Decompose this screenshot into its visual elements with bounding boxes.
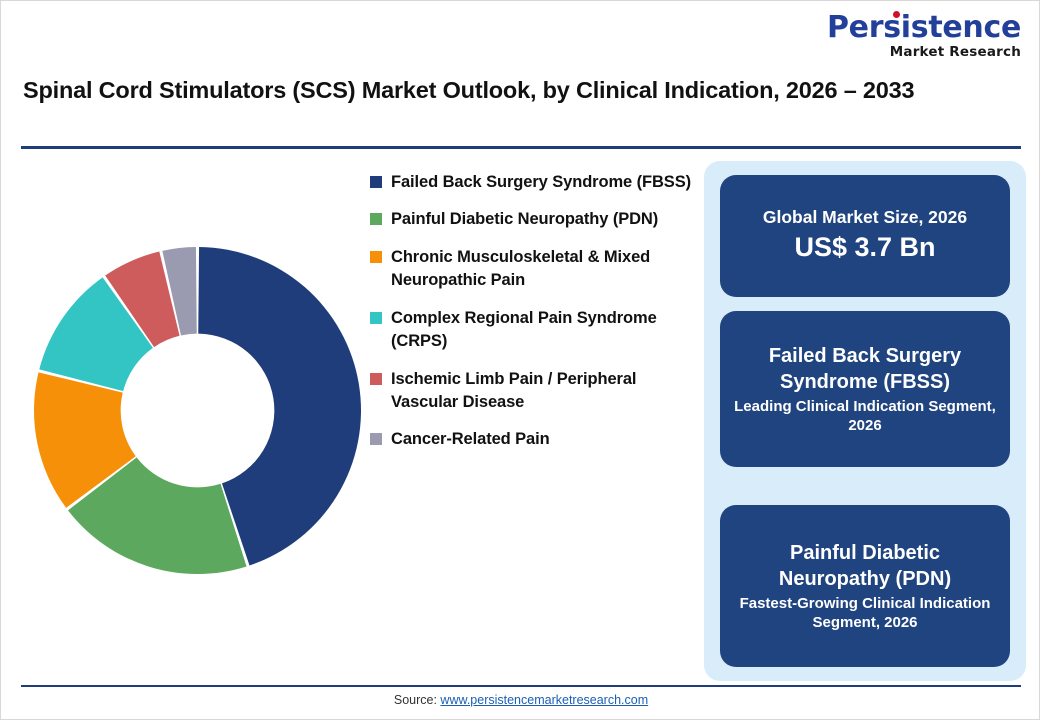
- legend-swatch-cancer: [370, 433, 382, 446]
- fastest-growing-card: Painful Diabetic Neuropathy (PDN) Fastes…: [720, 505, 1010, 667]
- legend-label-ischemic: Ischemic Limb Pain / Peripheral Vascular…: [391, 369, 637, 411]
- legend-item-fbss[interactable]: Failed Back Surgery Syndrome (FBSS): [370, 171, 695, 194]
- chart-legend: Failed Back Surgery Syndrome (FBSS) Pain…: [370, 171, 695, 466]
- legend-item-cancer[interactable]: Cancer-Related Pain: [370, 428, 695, 451]
- legend-item-crps[interactable]: Complex Regional Pain Syndrome (CRPS): [370, 307, 695, 354]
- brand-tagline: Market Research: [889, 44, 1021, 60]
- donut-slice[interactable]: [34, 372, 136, 508]
- highlights-panel: Global Market Size, 2026 US$ 3.7 Bn Fail…: [704, 161, 1026, 681]
- legend-label-fbss: Failed Back Surgery Syndrome (FBSS): [391, 173, 692, 191]
- leading-segment-caption: Leading Clinical Indication Segment, 202…: [734, 397, 996, 434]
- legend-label-crps: Complex Regional Pain Syndrome (CRPS): [391, 308, 657, 351]
- brand-logo: Persistence Market Research: [827, 10, 1021, 60]
- brand-name: Persistence: [827, 10, 1021, 45]
- legend-label-pdn: Painful Diabetic Neuropathy (PDN): [391, 210, 659, 229]
- market-size-value: US$ 3.7 Bn: [794, 232, 936, 263]
- market-size-caption: Global Market Size, 2026: [762, 207, 968, 228]
- legend-label-cancer: Cancer-Related Pain: [391, 430, 550, 449]
- donut-slice[interactable]: [68, 457, 247, 574]
- legend-label-chronic-msk: Chronic Musculoskeletal & Mixed Neuropat…: [391, 247, 651, 290]
- market-size-card: Global Market Size, 2026 US$ 3.7 Bn: [720, 175, 1010, 297]
- legend-swatch-pdn: [370, 213, 382, 226]
- fastest-growing-name: Painful Diabetic Neuropathy (PDN): [778, 541, 952, 590]
- title-divider: [21, 146, 1021, 149]
- source-prefix: Source:: [393, 693, 441, 707]
- legend-item-chronic-msk[interactable]: Chronic Musculoskeletal & Mixed Neuropat…: [370, 246, 695, 293]
- donut-slice[interactable]: [198, 247, 361, 566]
- legend-swatch-fbss: [370, 176, 382, 188]
- page-title: Spinal Cord Stimulators (SCS) Market Out…: [23, 77, 915, 103]
- legend-item-pdn[interactable]: Painful Diabetic Neuropathy (PDN): [370, 208, 695, 231]
- donut-chart: [34, 247, 361, 574]
- donut-slice[interactable]: [39, 277, 153, 392]
- leading-segment-card: Failed Back Surgery Syndrome (FBSS) Lead…: [720, 311, 1010, 467]
- source-bar: Source: www.persistencemarketresearch.co…: [21, 685, 1021, 707]
- legend-swatch-chronic-msk: [370, 250, 382, 263]
- source-link[interactable]: www.persistencemarketresearch.com: [440, 693, 649, 707]
- logo-dot-icon: [893, 11, 900, 18]
- donut-slice[interactable]: [105, 251, 180, 348]
- leading-segment-name: Failed Back Surgery Syndrome (FBSS): [768, 344, 962, 393]
- donut-slice[interactable]: [162, 247, 197, 336]
- legend-item-ischemic[interactable]: Ischemic Limb Pain / Peripheral Vascular…: [370, 368, 695, 415]
- fastest-growing-caption: Fastest-Growing Clinical Indication Segm…: [739, 594, 991, 631]
- legend-swatch-crps: [370, 311, 382, 324]
- legend-swatch-ischemic: [370, 372, 382, 385]
- donut-svg: [34, 247, 361, 574]
